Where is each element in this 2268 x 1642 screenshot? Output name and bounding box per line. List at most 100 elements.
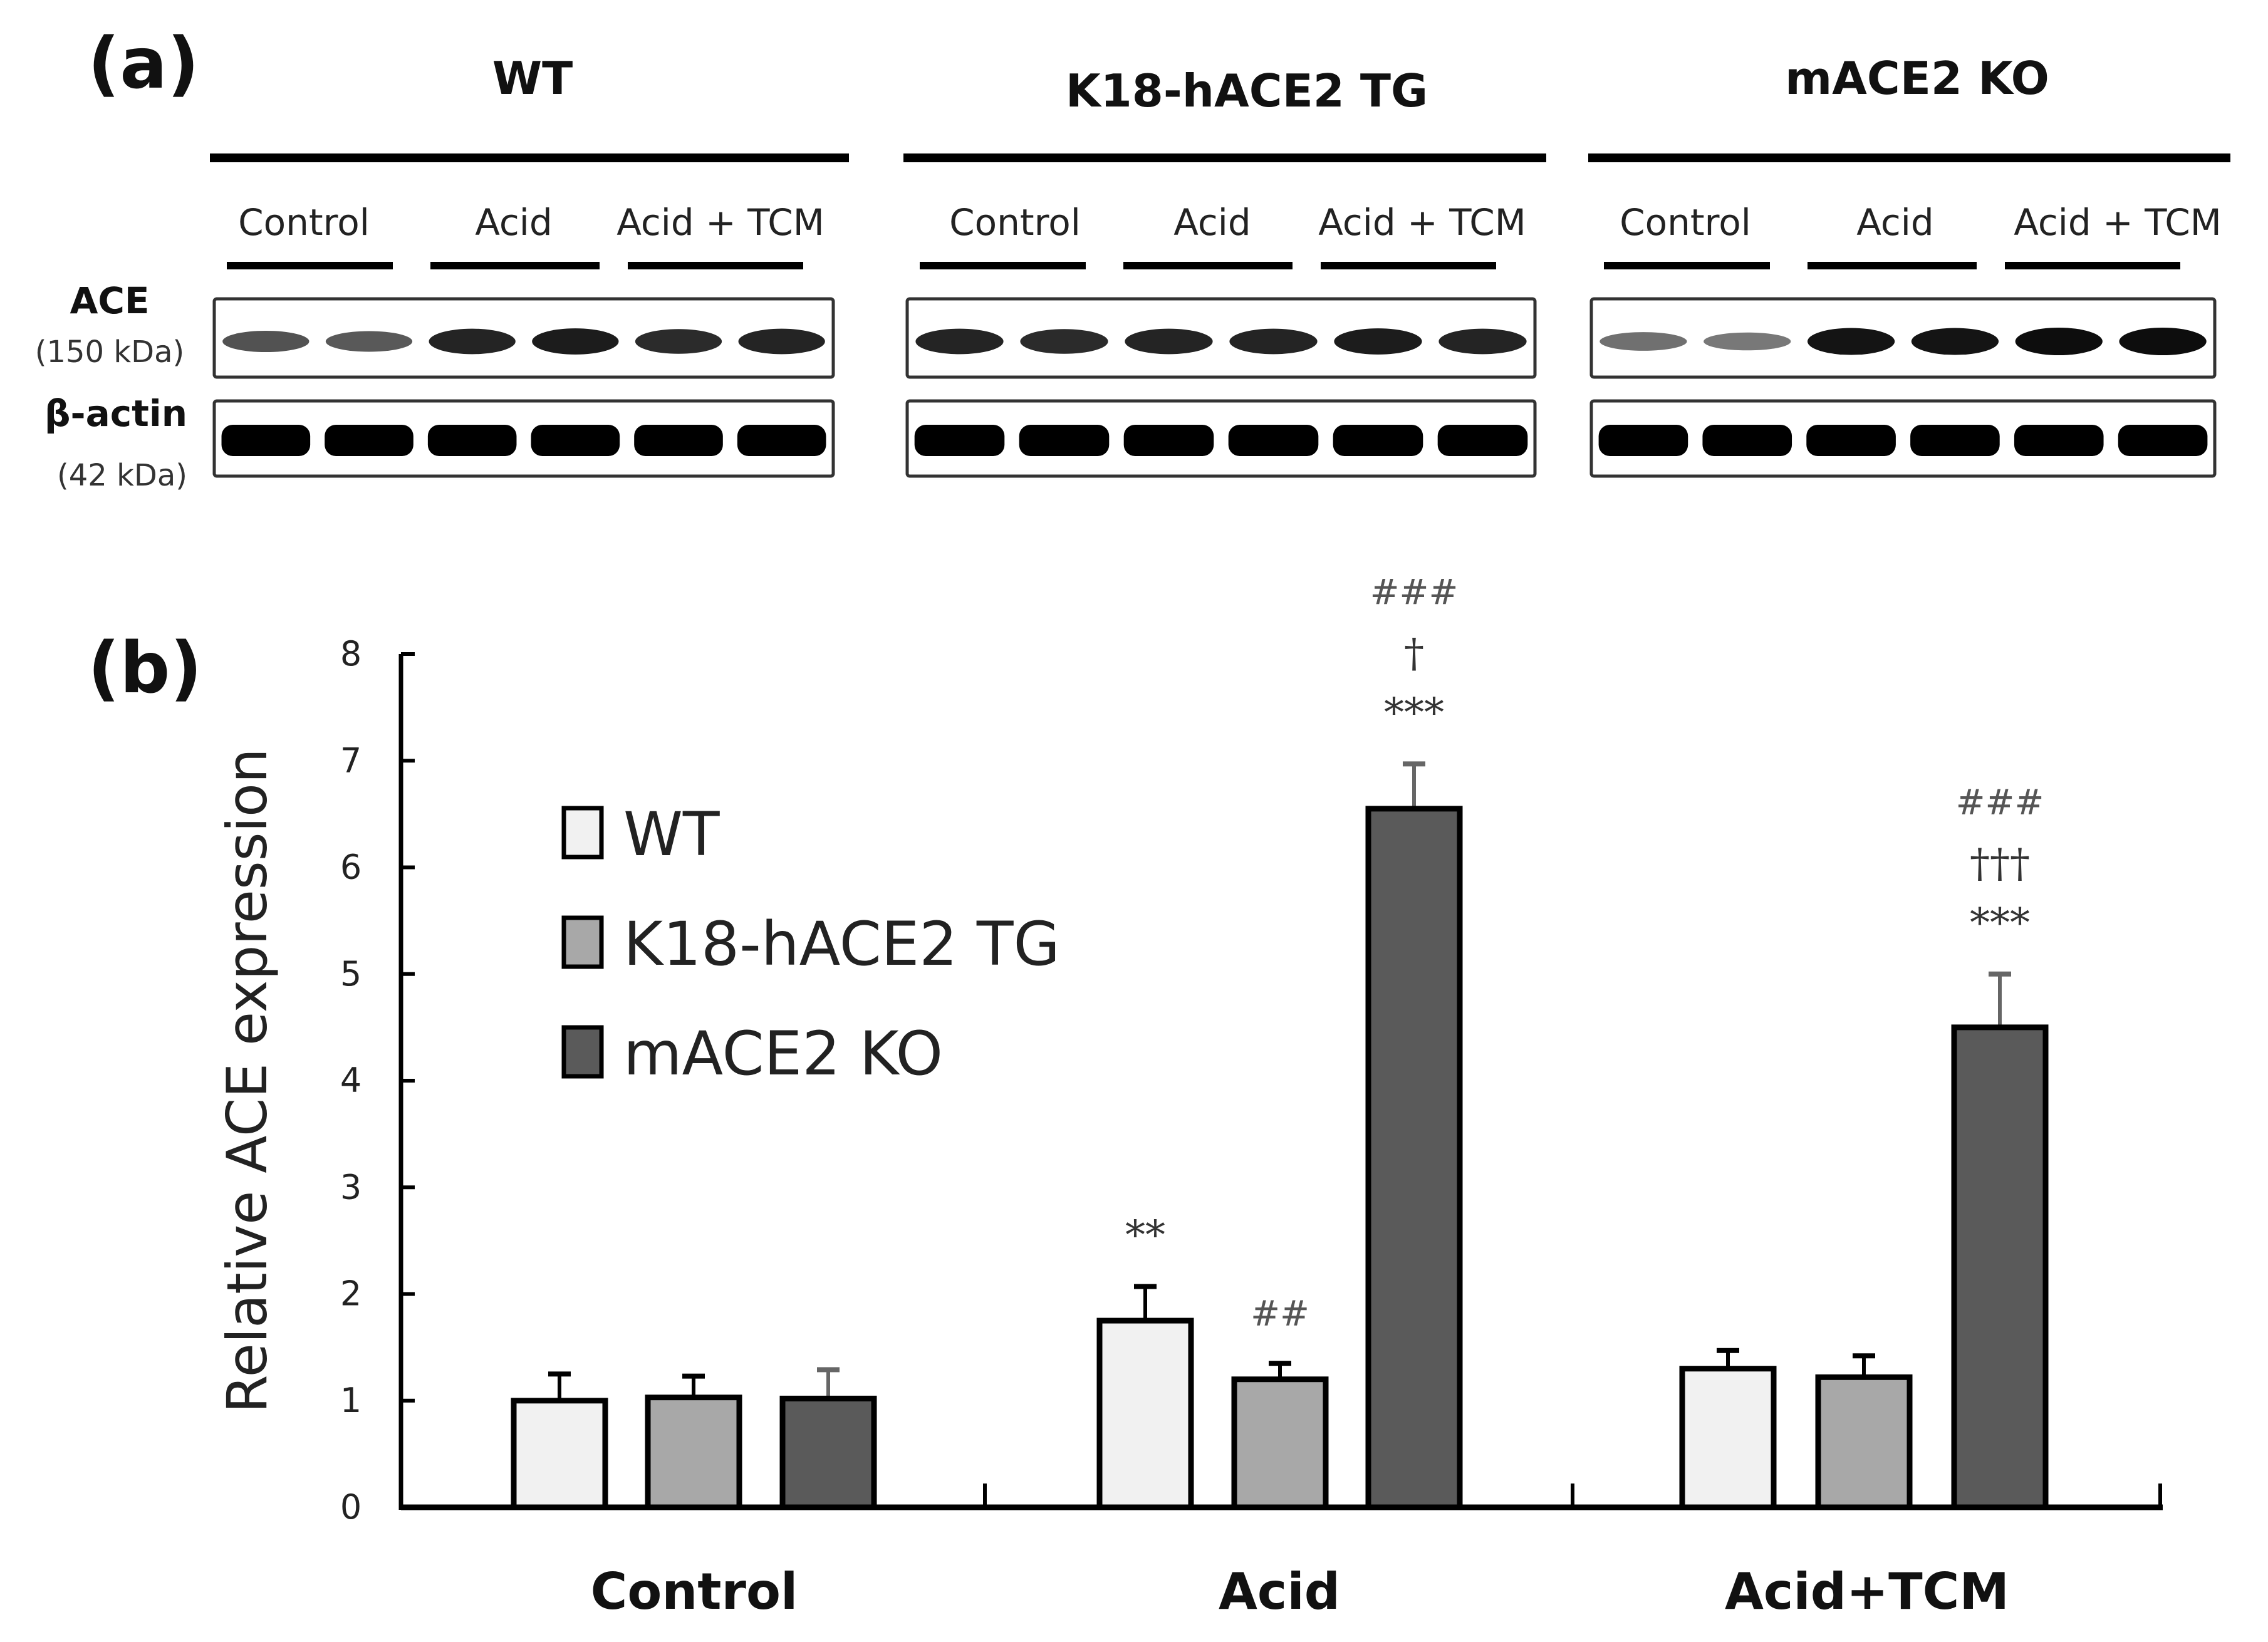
y-tick-label: 5 [340, 954, 362, 994]
ace-band [635, 329, 722, 354]
actin-band [1910, 425, 2000, 456]
actin-blot [905, 399, 1537, 478]
actin-band [1598, 425, 1688, 456]
bar [645, 1395, 742, 1510]
condition-bar [628, 262, 803, 269]
condition-bar [227, 262, 393, 269]
significance-marker: *** [1970, 900, 2030, 947]
strain-label: WT [492, 52, 573, 105]
actin-band [2118, 425, 2208, 456]
y-tick-label: 0 [340, 1487, 362, 1527]
x-category-label: Acid+TCM [1725, 1562, 2009, 1621]
ace-band [1704, 332, 1791, 351]
significance-marker: *** [1384, 690, 1444, 736]
condition-label: Acid [1856, 201, 1933, 244]
actin-band [1228, 425, 1319, 456]
bar [1815, 1374, 1913, 1510]
ace-band [1438, 328, 1527, 355]
bar [1231, 1376, 1329, 1510]
ace-band [429, 328, 516, 355]
legend-label: K18-hACE2 TG [623, 909, 1060, 979]
bar [1096, 1317, 1194, 1510]
ace-blot [1589, 297, 2217, 379]
actin-band [1123, 425, 1214, 456]
ace-band [2119, 328, 2207, 355]
condition-bar [430, 262, 600, 269]
condition-bar [2005, 262, 2180, 269]
y-tick-label: 3 [340, 1167, 362, 1207]
ace-band [1911, 328, 1999, 355]
condition-label: Acid + TCM [2014, 201, 2222, 244]
bar [779, 1395, 877, 1510]
legend-swatch [561, 915, 604, 969]
actin-band [1702, 425, 1792, 456]
legend-label: mACE2 KO [623, 1019, 943, 1089]
actin-band [1806, 425, 1896, 456]
actin-blot [1589, 399, 2217, 478]
bar [1365, 806, 1463, 1510]
y-tick-label: 2 [340, 1274, 362, 1314]
actin-band [325, 425, 414, 456]
ace-band [738, 328, 825, 355]
condition-label: Acid + TCM [1318, 201, 1526, 244]
ace-blot [905, 297, 1537, 379]
ace-band [915, 328, 1004, 355]
bar-chart: Relative ACE expression 0 1 2 3 4 5 6 7 8 Contro… [215, 572, 2163, 1621]
blot-row-label: (42 kDa) [57, 458, 187, 493]
y-tick-label: 4 [340, 1061, 362, 1100]
condition-bar [1808, 262, 1977, 269]
significance-marker: † [1404, 630, 1424, 677]
x-category-label: Acid [1219, 1562, 1340, 1621]
strain-label: mACE2 KO [1785, 52, 2049, 105]
x-category-label: Control [591, 1562, 798, 1621]
strain-bar [903, 153, 1546, 162]
y-tick-label: 1 [340, 1381, 362, 1420]
y-axis: 0 1 2 3 4 5 6 7 8 [340, 634, 415, 1527]
legend-label: WT [623, 799, 720, 870]
condition-label: Acid + TCM [616, 201, 824, 244]
actin-band [531, 425, 620, 456]
actin-band [221, 425, 311, 456]
actin-band [427, 425, 517, 456]
condition-label: Acid [1173, 201, 1251, 244]
bar [1679, 1366, 1777, 1510]
ace-band [1807, 328, 1895, 355]
actin-band [2014, 425, 2104, 456]
western-blot-panel: WT Control Acid Acid + TCM K18-hACE2 TG Contr… [35, 52, 2230, 493]
blot-row-label: β-actin [44, 392, 187, 435]
condition-label: Control [238, 201, 370, 244]
bars: ** ## *** † ### *** ††† ### [511, 572, 2049, 1510]
significance-marker: ## [1251, 1294, 1309, 1334]
condition-label: Control [949, 201, 1081, 244]
legend-swatch [561, 806, 604, 860]
significance-marker: ### [1370, 572, 1459, 613]
condition-bar [1123, 262, 1293, 269]
condition-bar [1321, 262, 1496, 269]
ace-band [1125, 328, 1213, 355]
bar [1951, 1024, 2049, 1510]
actin-band [1437, 425, 1528, 456]
blot-row-label: ACE [70, 279, 149, 322]
y-tick-label: 7 [340, 740, 362, 780]
ace-band [1229, 328, 1318, 355]
actin-band [914, 425, 1005, 456]
y-axis-label: Relative ACE expression [215, 748, 279, 1413]
actin-band [634, 425, 723, 456]
ace-band [1600, 332, 1687, 351]
condition-label: Acid [475, 201, 552, 244]
ace-band [325, 331, 413, 352]
actin-band [1333, 425, 1423, 456]
y-tick-label: 8 [340, 634, 362, 673]
ace-band [1334, 328, 1422, 355]
panel-b-label: (b) [88, 628, 202, 709]
ace-band [1020, 329, 1108, 354]
blot-row-label: (150 kDa) [35, 335, 185, 370]
condition-bar [1604, 262, 1770, 269]
condition-label: Control [1620, 201, 1751, 244]
strain-bar [210, 153, 849, 162]
actin-blot [212, 399, 835, 478]
ace-band [2015, 328, 2103, 355]
strain-label: K18-hACE2 TG [1066, 65, 1428, 117]
panel-a-label: (a) [88, 23, 199, 105]
